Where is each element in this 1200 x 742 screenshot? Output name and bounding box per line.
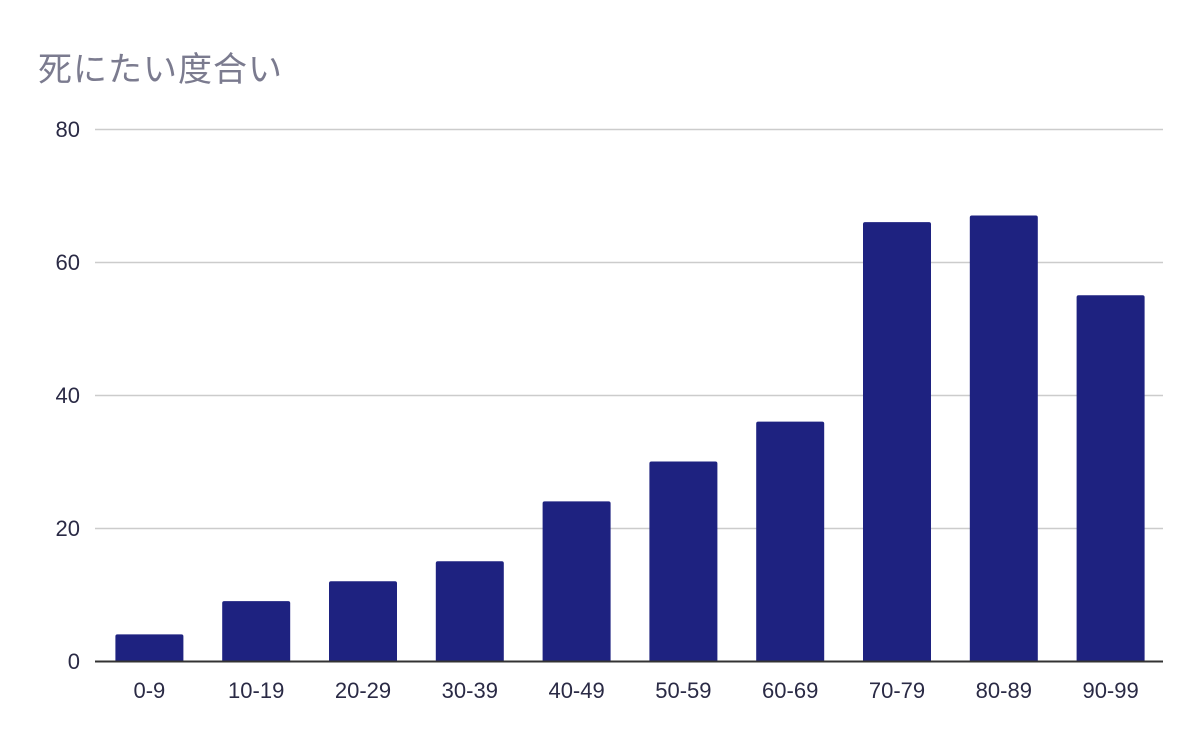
bars: [115, 215, 1145, 661]
y-tick-label: 60: [56, 250, 80, 275]
chart-title: 死にたい度合い: [38, 50, 283, 90]
x-tick-label: 70-79: [869, 678, 925, 703]
x-tick-label: 80-89: [976, 678, 1032, 703]
x-tick-label: 20-29: [335, 678, 391, 703]
bar-50-59: [649, 461, 718, 661]
bar-40-49: [542, 501, 611, 661]
bar-30-39: [435, 561, 504, 661]
y-tick-label: 80: [56, 117, 80, 142]
y-tick-label: 40: [56, 383, 80, 408]
bar-80-89: [969, 215, 1038, 661]
x-tick-label: 50-59: [655, 678, 711, 703]
y-tick-label: 20: [56, 516, 80, 541]
x-tick-label: 0-9: [134, 678, 166, 703]
y-tick-label: 0: [68, 649, 80, 674]
x-tick-label: 60-69: [762, 678, 818, 703]
x-tick-label: 40-49: [548, 678, 604, 703]
x-tick-label: 90-99: [1082, 678, 1138, 703]
bar-20-29: [329, 581, 397, 661]
x-tick-label: 10-19: [228, 678, 284, 703]
y-tick-labels: 0 20 40 60 80: [56, 117, 80, 674]
bar-70-79: [863, 222, 931, 661]
bar-90-99: [1076, 295, 1145, 661]
x-tick-labels: 0-9 10-19 20-29 30-39 40-49 50-59 60-69 70-79 80…: [134, 678, 1139, 703]
x-tick-label: 30-39: [442, 678, 498, 703]
bar-60-69: [756, 421, 825, 661]
bar-0-9: [115, 634, 184, 661]
bar-10-19: [222, 601, 291, 661]
